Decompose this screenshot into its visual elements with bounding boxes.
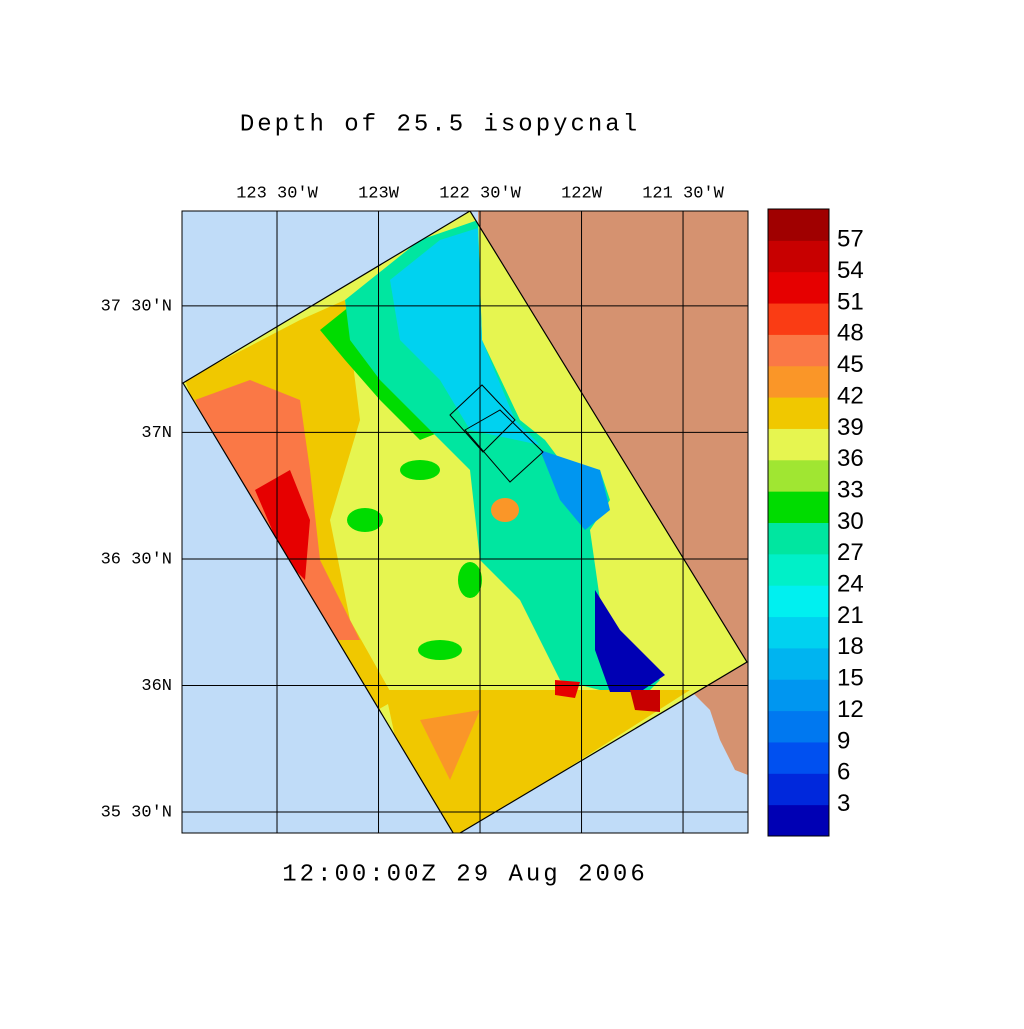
x-tick-label: 123 30'W xyxy=(236,184,318,203)
timestamp: 12:00:00Z 29 Aug 2006 xyxy=(282,861,647,888)
x-tick-label: 121 30'W xyxy=(642,184,724,203)
colorbar-band xyxy=(768,240,829,273)
colorbar-label: 27 xyxy=(837,539,864,566)
map-area xyxy=(182,211,748,833)
colorbar-band xyxy=(768,459,829,492)
colorbar-band xyxy=(768,679,829,712)
colorbar-band xyxy=(768,804,829,837)
colorbar-label: 24 xyxy=(837,571,864,598)
colorbar-frame xyxy=(767,208,830,837)
colorbar-label: 51 xyxy=(837,288,864,315)
colorbar-band xyxy=(768,616,829,649)
x-tick-label: 122 30'W xyxy=(439,184,521,203)
colorbar-band xyxy=(768,491,829,523)
y-tick-label: 36 30'N xyxy=(101,550,172,569)
colorbar-band xyxy=(768,303,829,335)
colorbar-band xyxy=(768,397,829,429)
colorbar-band xyxy=(768,773,829,806)
colorbar-label: 42 xyxy=(837,382,864,409)
colorbar-label: 57 xyxy=(837,226,864,253)
x-tick-label: 122W xyxy=(561,184,603,203)
y-tick-label: 35 30'N xyxy=(101,803,172,822)
colorbar-label: 30 xyxy=(837,508,864,535)
colorbar-band xyxy=(768,428,829,461)
colorbar-label: 54 xyxy=(837,257,864,284)
colorbar-label: 6 xyxy=(837,759,850,786)
y-tick-label: 36N xyxy=(141,677,172,696)
map-title: Depth of 25.5 isopycnal xyxy=(240,111,640,138)
map-frame xyxy=(181,210,749,834)
nest-box xyxy=(464,409,544,483)
colorbar-label: 9 xyxy=(837,727,850,754)
colorbar-band xyxy=(768,741,829,774)
colorbar-label: 3 xyxy=(837,790,850,817)
colorbar-label: 36 xyxy=(837,445,864,472)
nest-box xyxy=(449,384,516,453)
colorbar-band xyxy=(768,271,829,304)
x-tick-label: 123W xyxy=(358,184,400,203)
colorbar-label: 18 xyxy=(837,633,864,660)
colorbar-label: 15 xyxy=(837,665,864,692)
colorbar-band xyxy=(768,365,829,398)
colorbar-band xyxy=(768,553,829,586)
colorbar-band xyxy=(768,522,829,555)
colorbar-band xyxy=(768,334,829,367)
colorbar-band xyxy=(768,209,829,241)
colorbar-label: 39 xyxy=(837,414,864,441)
colorbar-band xyxy=(768,585,829,618)
colorbar-label: 33 xyxy=(837,476,864,503)
colorbar-band xyxy=(768,710,829,743)
y-tick-label: 37 30'N xyxy=(101,297,172,316)
colorbar-label: 12 xyxy=(837,696,864,723)
colorbar-label: 21 xyxy=(837,602,864,629)
y-tick-label: 37N xyxy=(141,424,172,443)
colorbar-label: 48 xyxy=(837,320,864,347)
colorbar-band xyxy=(768,647,829,680)
colorbar-label: 45 xyxy=(837,351,864,378)
